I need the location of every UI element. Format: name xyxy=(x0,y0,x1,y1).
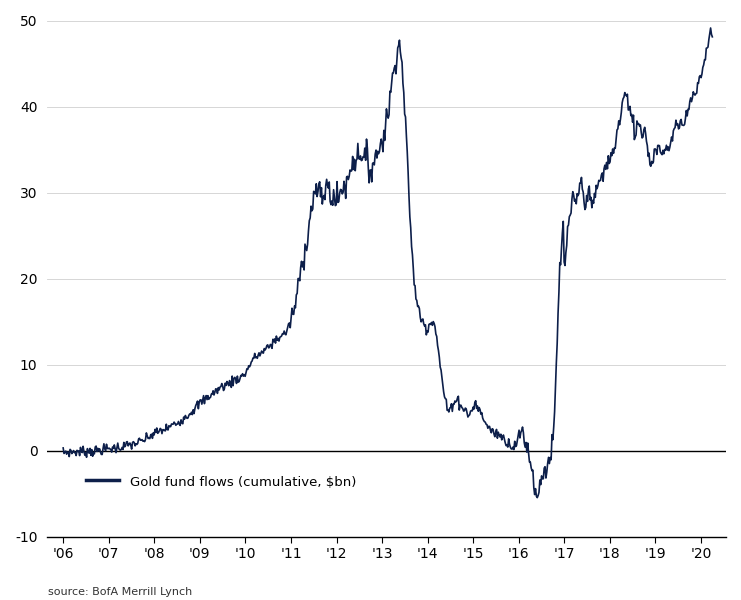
Legend: Gold fund flows (cumulative, $bn): Gold fund flows (cumulative, $bn) xyxy=(81,470,362,494)
Text: source: BofA Merrill Lynch: source: BofA Merrill Lynch xyxy=(48,587,193,597)
